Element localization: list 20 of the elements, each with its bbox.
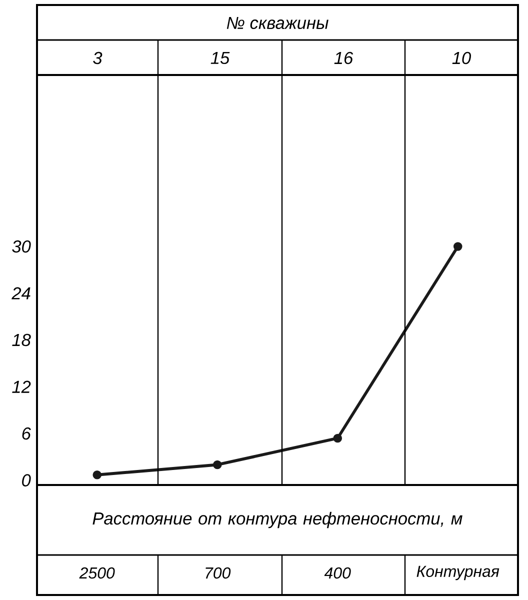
y-tick-label: 12 xyxy=(12,380,31,393)
x-tick-label: 2500 xyxy=(79,567,115,579)
y-tick-label: 6 xyxy=(22,427,31,440)
chart-title: № скважины xyxy=(226,16,328,30)
x-tick-label: Контурная xyxy=(416,566,500,580)
point xyxy=(92,470,102,480)
text: 16 xyxy=(334,52,354,64)
y-tick-label: 24 xyxy=(12,287,30,300)
x-tick-label: 400 xyxy=(324,567,351,579)
text: 10 xyxy=(452,52,471,64)
y-tick-label: 30 xyxy=(12,240,31,253)
point xyxy=(212,460,222,470)
y-tick-label: 18 xyxy=(12,334,31,346)
point xyxy=(453,242,462,251)
text: 3 xyxy=(93,52,102,64)
x-tick-label: 700 xyxy=(206,567,231,579)
y-tick-label: 0 xyxy=(22,474,31,486)
text: 15 xyxy=(210,52,230,64)
point xyxy=(333,434,342,443)
x-axis-title: Расстояние от контура нефтеносности, м xyxy=(92,512,462,528)
